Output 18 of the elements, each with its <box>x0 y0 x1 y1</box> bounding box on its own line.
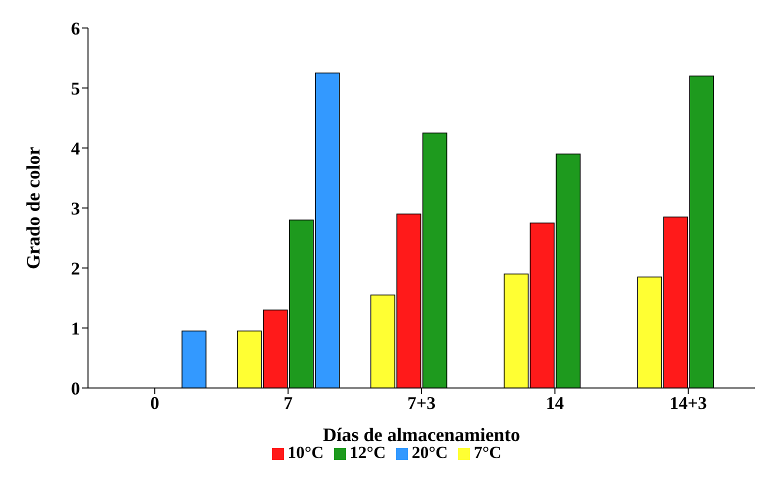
y-axis-title: Grado de color <box>24 146 45 270</box>
x-tick-label: 7+3 <box>407 392 436 413</box>
legend-label: 7°C <box>474 443 502 462</box>
x-tick-label: 14+3 <box>670 392 707 413</box>
x-tick-label: 14 <box>546 392 564 413</box>
legend-label: 20°C <box>412 443 448 462</box>
y-tick-label: 0 <box>71 378 80 398</box>
legend-label: 12°C <box>350 443 386 462</box>
y-tick-label: 5 <box>71 78 80 98</box>
y-tick-label: 4 <box>71 138 80 158</box>
x-tick-label: 0 <box>150 392 160 413</box>
y-tick-label: 3 <box>71 198 80 218</box>
y-tick-label: 2 <box>71 258 80 278</box>
x-tick-label: 7 <box>284 392 293 413</box>
y-tick-label: 6 <box>71 18 80 38</box>
legend-label: 10°C <box>288 443 324 462</box>
y-tick-label: 1 <box>71 318 80 338</box>
x-axis-title: Días de almacenamiento <box>322 425 520 446</box>
